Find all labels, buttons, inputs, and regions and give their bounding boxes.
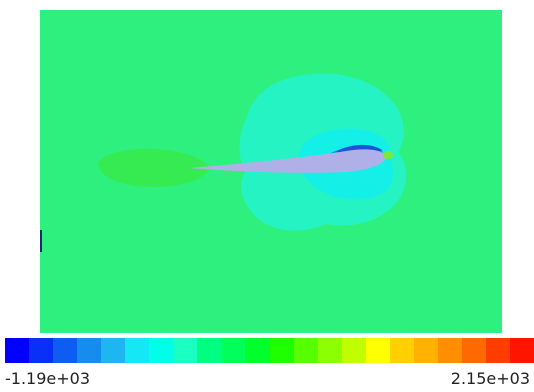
colorbar-swatch xyxy=(77,338,102,363)
colorbar-swatch xyxy=(5,338,30,363)
colorbar-swatch xyxy=(173,338,198,363)
colorbar-swatch xyxy=(269,338,294,363)
colorbar-max-label: 2.15e+03 xyxy=(450,369,530,388)
colorbar-swatch xyxy=(101,338,126,363)
colorbar xyxy=(5,338,534,363)
colorbar-swatch xyxy=(149,338,174,363)
colorbar-swatch xyxy=(341,338,366,363)
colorbar-swatch xyxy=(437,338,462,363)
airfoil-shape xyxy=(188,149,386,173)
colorbar-swatch xyxy=(317,338,342,363)
colorbar-swatch xyxy=(293,338,318,363)
colorbar-swatch xyxy=(125,338,150,363)
colorbar-swatch xyxy=(389,338,414,363)
colorbar-swatch xyxy=(365,338,390,363)
colorbar-swatch xyxy=(29,338,54,363)
colorbar-swatch xyxy=(53,338,78,363)
colorbar-swatch xyxy=(245,338,270,363)
colorbar-swatch xyxy=(197,338,222,363)
wake-region xyxy=(98,148,210,188)
contour-svg xyxy=(40,10,502,333)
colorbar-swatch xyxy=(413,338,438,363)
stagnation-point xyxy=(383,151,393,159)
axis-tick xyxy=(40,230,42,252)
colorbar-swatch xyxy=(221,338,246,363)
colorbar-swatch xyxy=(509,338,534,363)
colorbar-min-label: -1.19e+03 xyxy=(5,369,91,388)
colorbar-swatch xyxy=(461,338,486,363)
contour-plot xyxy=(40,10,502,333)
colorbar-swatch xyxy=(485,338,510,363)
